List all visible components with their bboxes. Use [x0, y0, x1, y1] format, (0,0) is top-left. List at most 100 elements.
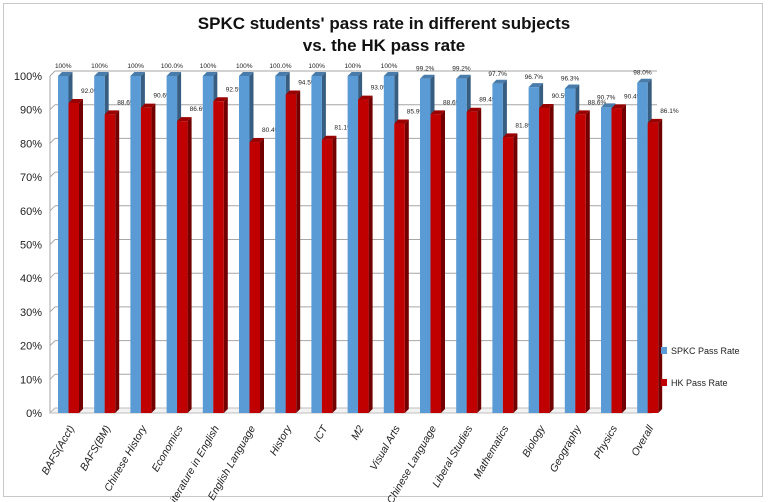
- bar-top: [321, 135, 337, 140]
- gridline-side: [49, 373, 56, 380]
- x-tick-label: BAFS(BM): [78, 424, 113, 473]
- bar-top: [104, 110, 120, 115]
- bar-spkc: [202, 76, 214, 413]
- x-tick-label: Overall: [629, 423, 656, 458]
- data-label: 96.7%: [525, 74, 544, 81]
- bar-top: [347, 72, 363, 76]
- bar-top: [575, 110, 590, 115]
- bar-top: [58, 72, 73, 76]
- bar-spkc: [94, 76, 105, 413]
- y-tick-label: 90%: [20, 105, 42, 117]
- gridline-side: [49, 239, 56, 245]
- x-tick-label: Physics: [592, 423, 621, 461]
- data-label: 86.1%: [660, 108, 679, 115]
- chart-title-line1: SPKC students' pass rate in different su…: [197, 14, 571, 33]
- legend-label: HK Pass Rate: [671, 378, 728, 388]
- bar-hk: [177, 121, 188, 414]
- data-label: 81.1%: [334, 125, 353, 132]
- bar-top: [637, 78, 652, 83]
- bar-hk: [321, 139, 333, 413]
- x-tick-label: ICT: [312, 422, 332, 444]
- x-tick-label: BAFS(Acct): [39, 424, 77, 477]
- y-tick-label: 50%: [20, 240, 42, 252]
- legend-swatch: [661, 347, 667, 354]
- bar-hk: [285, 94, 297, 413]
- bar-top: [94, 72, 109, 76]
- bar-top: [177, 117, 192, 122]
- bar-side: [658, 118, 663, 413]
- data-label: 99.2%: [452, 66, 471, 73]
- data-label: 88.6%: [588, 99, 607, 106]
- bar-hk: [104, 114, 116, 413]
- bar-top: [611, 104, 626, 109]
- bar-spkc: [347, 76, 359, 413]
- bar-top: [275, 72, 290, 76]
- bar-hk: [539, 108, 550, 413]
- bar-top: [647, 118, 663, 123]
- gridline-side: [49, 306, 56, 313]
- chart-frame: [3, 3, 763, 497]
- data-label: 99.2%: [416, 66, 435, 73]
- y-tick-label: 0%: [26, 408, 42, 420]
- y-tick-label: 20%: [20, 341, 42, 353]
- y-tick-label: 40%: [20, 273, 42, 285]
- data-label: 88.6%: [117, 99, 136, 106]
- bar-top: [239, 72, 254, 76]
- bar-top: [285, 90, 301, 95]
- bar-spkc: [564, 88, 576, 414]
- x-tick-label: History: [268, 423, 295, 458]
- bar-hk: [68, 102, 79, 414]
- bar-top: [311, 72, 326, 76]
- bar-top: [456, 74, 471, 79]
- bar-spkc: [528, 87, 540, 413]
- bar-top: [564, 84, 580, 89]
- bar-side: [477, 107, 482, 414]
- data-label: 86.6%: [190, 106, 209, 113]
- bar-top: [202, 72, 218, 76]
- data-label: 100%: [127, 63, 144, 70]
- bar-top: [502, 133, 518, 138]
- bar-side: [368, 95, 373, 413]
- y-tick-label: 30%: [20, 307, 42, 319]
- bar-spkc: [456, 78, 467, 414]
- bar-top: [601, 103, 616, 108]
- data-label: 90.6%: [153, 93, 172, 100]
- bar-top: [539, 104, 554, 109]
- bar-hk: [647, 122, 659, 413]
- bar-hk: [575, 114, 586, 413]
- data-label: 92.5%: [226, 86, 245, 93]
- gridline-side: [49, 205, 56, 212]
- bar-top: [213, 97, 228, 102]
- bar-hk: [611, 108, 622, 414]
- bar-top: [166, 72, 182, 76]
- bar-top: [383, 72, 399, 76]
- gridline-side: [49, 138, 56, 144]
- data-label: 100%: [308, 63, 325, 70]
- bar-top: [394, 119, 409, 124]
- bar-side: [296, 90, 301, 413]
- bar-side: [332, 135, 337, 413]
- bar-hk: [249, 142, 260, 413]
- bar-spkc: [420, 78, 431, 414]
- data-label: 100%: [55, 63, 72, 70]
- bar-side: [622, 104, 626, 414]
- data-label: 100%: [236, 63, 253, 70]
- gridline-side: [49, 340, 56, 346]
- chart-title-line2: vs. the HK pass rate: [302, 36, 466, 55]
- data-label: 100%: [200, 63, 217, 70]
- data-label: 93.0%: [371, 85, 390, 92]
- data-label: 85.9%: [407, 109, 426, 116]
- bar-side: [441, 110, 445, 413]
- bar-top: [466, 107, 482, 112]
- bar-spkc: [166, 76, 178, 413]
- bar-side: [260, 138, 264, 413]
- data-label: 97.7%: [488, 71, 507, 78]
- y-tick-label: 10%: [20, 374, 42, 386]
- data-label: 100%: [381, 63, 398, 70]
- x-tick-label: Economics: [150, 423, 186, 474]
- x-tick-label: M2: [349, 423, 367, 442]
- data-label: 80.4%: [262, 127, 281, 134]
- bar-spkc: [130, 76, 141, 413]
- gridline-side: [49, 272, 56, 279]
